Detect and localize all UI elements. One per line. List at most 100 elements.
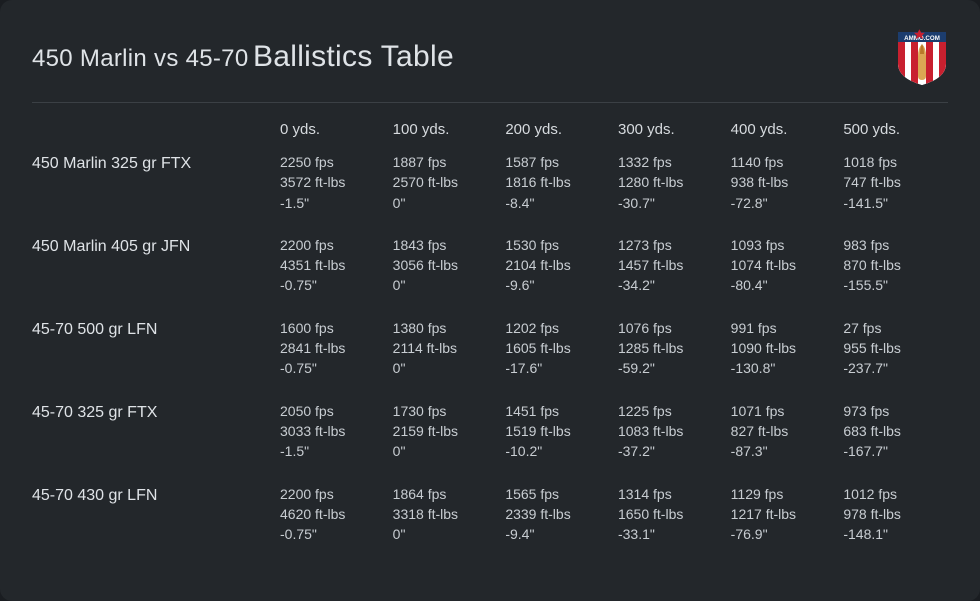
table-cell: 1600 fps2841 ft-lbs-0.75" xyxy=(272,318,385,379)
cell-line: 0" xyxy=(393,524,498,544)
cell-line: 1129 fps xyxy=(731,484,836,504)
row-label: 45-70 430 gr LFN xyxy=(32,484,272,505)
cell-line: -87.3" xyxy=(731,441,836,461)
table-cell: 1018 fps747 ft-lbs-141.5" xyxy=(835,152,948,213)
cell-line: -155.5" xyxy=(843,275,948,295)
table-cell: 1071 fps827 ft-lbs-87.3" xyxy=(723,401,836,462)
ballistics-table: 0 yds. 100 yds. 200 yds. 300 yds. 400 yd… xyxy=(32,121,948,544)
cell-line: -148.1" xyxy=(843,524,948,544)
table-row: 45-70 430 gr LFN2200 fps4620 ft-lbs-0.75… xyxy=(32,484,948,545)
table-cell: 1587 fps1816 ft-lbs-8.4" xyxy=(497,152,610,213)
cell-line: -130.8" xyxy=(731,358,836,378)
table-cell: 1864 fps3318 ft-lbs0" xyxy=(385,484,498,545)
cell-line: 1650 ft-lbs xyxy=(618,504,723,524)
cell-line: 3056 ft-lbs xyxy=(393,255,498,275)
cell-line: 1730 fps xyxy=(393,401,498,421)
table-cell: 1012 fps978 ft-lbs-148.1" xyxy=(835,484,948,545)
cell-line: 0" xyxy=(393,441,498,461)
table-cell: 1140 fps938 ft-lbs-72.8" xyxy=(723,152,836,213)
cell-line: -76.9" xyxy=(731,524,836,544)
table-cell: 1843 fps3056 ft-lbs0" xyxy=(385,235,498,296)
table-cell: 991 fps1090 ft-lbs-130.8" xyxy=(723,318,836,379)
cell-line: 1273 fps xyxy=(618,235,723,255)
cell-line: 1076 fps xyxy=(618,318,723,338)
cell-line: 938 ft-lbs xyxy=(731,172,836,192)
col-header: 100 yds. xyxy=(385,121,498,138)
table-cell: 1093 fps1074 ft-lbs-80.4" xyxy=(723,235,836,296)
cell-line: 4351 ft-lbs xyxy=(280,255,385,275)
cell-line: -37.2" xyxy=(618,441,723,461)
ammo-logo-icon: AMMO.COM xyxy=(896,28,948,86)
table-cell: 1887 fps2570 ft-lbs0" xyxy=(385,152,498,213)
table-cell: 1314 fps1650 ft-lbs-33.1" xyxy=(610,484,723,545)
cell-line: 2339 ft-lbs xyxy=(505,504,610,524)
col-header: 0 yds. xyxy=(272,121,385,138)
cell-line: 1285 ft-lbs xyxy=(618,338,723,358)
cell-line: 1083 ft-lbs xyxy=(618,421,723,441)
column-headers-row: 0 yds. 100 yds. 200 yds. 300 yds. 400 yd… xyxy=(32,121,948,138)
cell-line: 1090 ft-lbs xyxy=(731,338,836,358)
cell-line: 955 ft-lbs xyxy=(843,338,948,358)
cell-line: 827 ft-lbs xyxy=(731,421,836,441)
table-cell: 1225 fps1083 ft-lbs-37.2" xyxy=(610,401,723,462)
cell-line: 1451 fps xyxy=(505,401,610,421)
table-row: 45-70 325 gr FTX2050 fps3033 ft-lbs-1.5"… xyxy=(32,401,948,462)
table-cell: 2250 fps3572 ft-lbs-1.5" xyxy=(272,152,385,213)
cell-line: 2570 ft-lbs xyxy=(393,172,498,192)
cell-line: -0.75" xyxy=(280,524,385,544)
cell-line: -17.6" xyxy=(505,358,610,378)
table-cell: 2200 fps4620 ft-lbs-0.75" xyxy=(272,484,385,545)
cell-line: 0" xyxy=(393,275,498,295)
cell-line: 1140 fps xyxy=(731,152,836,172)
col-header: 300 yds. xyxy=(610,121,723,138)
cell-line: 3318 ft-lbs xyxy=(393,504,498,524)
cell-line: 1217 ft-lbs xyxy=(731,504,836,524)
cell-line: 3572 ft-lbs xyxy=(280,172,385,192)
cell-line: -1.5" xyxy=(280,193,385,213)
cell-line: 2159 ft-lbs xyxy=(393,421,498,441)
cell-line: 2200 fps xyxy=(280,235,385,255)
cell-line: 2841 ft-lbs xyxy=(280,338,385,358)
cell-line: 1587 fps xyxy=(505,152,610,172)
cell-line: 1600 fps xyxy=(280,318,385,338)
header-divider xyxy=(32,102,948,103)
cell-line: 1864 fps xyxy=(393,484,498,504)
row-label: 450 Marlin 405 gr JFN xyxy=(32,235,272,256)
cell-line: 2250 fps xyxy=(280,152,385,172)
table-cell: 1565 fps2339 ft-lbs-9.4" xyxy=(497,484,610,545)
table-cell: 1530 fps2104 ft-lbs-9.6" xyxy=(497,235,610,296)
cell-line: 983 fps xyxy=(843,235,948,255)
cell-line: 1225 fps xyxy=(618,401,723,421)
header-row: 450 Marlin vs 45-70 Ballistics Table AMM… xyxy=(32,28,948,86)
cell-line: -72.8" xyxy=(731,193,836,213)
cell-line: 1457 ft-lbs xyxy=(618,255,723,275)
cell-line: 1887 fps xyxy=(393,152,498,172)
row-label-spacer xyxy=(32,121,272,138)
cell-line: 1519 ft-lbs xyxy=(505,421,610,441)
cell-line: -141.5" xyxy=(843,193,948,213)
table-row: 45-70 500 gr LFN1600 fps2841 ft-lbs-0.75… xyxy=(32,318,948,379)
cell-line: 2200 fps xyxy=(280,484,385,504)
cell-line: 1012 fps xyxy=(843,484,948,504)
row-label: 45-70 500 gr LFN xyxy=(32,318,272,339)
page-title: 450 Marlin vs 45-70 Ballistics Table xyxy=(32,40,454,74)
cell-line: -0.75" xyxy=(280,358,385,378)
cell-line: 1605 ft-lbs xyxy=(505,338,610,358)
cell-line: 1380 fps xyxy=(393,318,498,338)
cell-line: 747 ft-lbs xyxy=(843,172,948,192)
title-main: Ballistics Table xyxy=(253,40,454,73)
ballistics-panel: 450 Marlin vs 45-70 Ballistics Table AMM… xyxy=(0,0,980,601)
cell-line: -30.7" xyxy=(618,193,723,213)
cell-line: -8.4" xyxy=(505,193,610,213)
table-body: 450 Marlin 325 gr FTX2250 fps3572 ft-lbs… xyxy=(32,152,948,544)
table-row: 450 Marlin 325 gr FTX2250 fps3572 ft-lbs… xyxy=(32,152,948,213)
col-header: 400 yds. xyxy=(723,121,836,138)
cell-line: -80.4" xyxy=(731,275,836,295)
table-cell: 2050 fps3033 ft-lbs-1.5" xyxy=(272,401,385,462)
cell-line: 1843 fps xyxy=(393,235,498,255)
cell-line: 2114 ft-lbs xyxy=(393,338,498,358)
row-label: 45-70 325 gr FTX xyxy=(32,401,272,422)
cell-line: -0.75" xyxy=(280,275,385,295)
cell-line: 1816 ft-lbs xyxy=(505,172,610,192)
cell-line: 1280 ft-lbs xyxy=(618,172,723,192)
